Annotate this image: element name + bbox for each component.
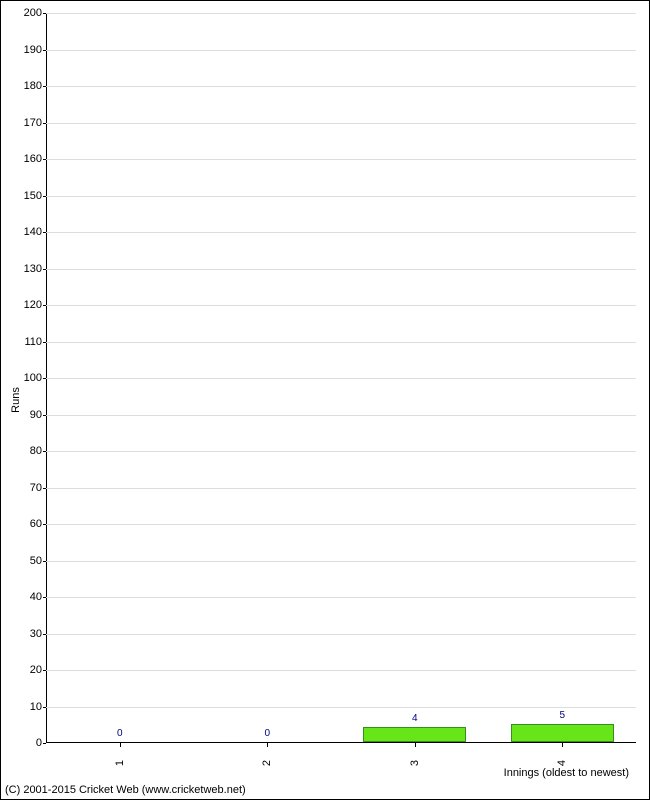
ytick-mark xyxy=(43,524,46,525)
ytick-mark xyxy=(43,232,46,233)
gridline xyxy=(46,597,636,598)
xtick-label: 4 xyxy=(556,760,568,766)
ytick-mark xyxy=(43,305,46,306)
bar xyxy=(511,724,614,742)
x-axis-label: Innings (oldest to newest) xyxy=(504,767,629,779)
gridline xyxy=(46,13,636,14)
ytick-mark xyxy=(43,670,46,671)
ytick-mark xyxy=(43,86,46,87)
ytick-mark xyxy=(43,50,46,51)
ytick-mark xyxy=(43,597,46,598)
gridline xyxy=(46,50,636,51)
bar xyxy=(363,727,466,742)
ytick-label: 10 xyxy=(30,701,42,713)
ytick-mark xyxy=(43,378,46,379)
ytick-label: 130 xyxy=(24,263,42,275)
ytick-label: 40 xyxy=(30,591,42,603)
ytick-label: 110 xyxy=(24,336,42,348)
gridline xyxy=(46,634,636,635)
y-axis-label: Runs xyxy=(10,387,22,413)
xtick-label: 2 xyxy=(261,760,273,766)
ytick-mark xyxy=(43,707,46,708)
plot-area: 0102030405060708090100110120130140150160… xyxy=(46,13,636,743)
ytick-label: 170 xyxy=(24,117,42,129)
ytick-mark xyxy=(43,743,46,744)
ytick-mark xyxy=(43,451,46,452)
gridline xyxy=(46,342,636,343)
xtick-label: 3 xyxy=(409,760,421,766)
ytick-label: 200 xyxy=(24,7,42,19)
ytick-mark xyxy=(43,415,46,416)
ytick-mark xyxy=(43,342,46,343)
ytick-label: 80 xyxy=(30,445,42,457)
xtick-label: 1 xyxy=(114,760,126,766)
ytick-label: 160 xyxy=(24,153,42,165)
ytick-label: 60 xyxy=(30,518,42,530)
ytick-mark xyxy=(43,488,46,489)
ytick-label: 20 xyxy=(30,664,42,676)
gridline xyxy=(46,670,636,671)
ytick-mark xyxy=(43,561,46,562)
xtick-mark xyxy=(562,743,563,747)
gridline xyxy=(46,451,636,452)
gridline xyxy=(46,123,636,124)
chart-frame: Runs 01020304050607080901001101201301401… xyxy=(0,0,650,800)
bar-value-label: 4 xyxy=(412,713,418,724)
gridline xyxy=(46,561,636,562)
bar-value-label: 0 xyxy=(264,728,270,739)
ytick-label: 140 xyxy=(24,226,42,238)
ytick-mark xyxy=(43,269,46,270)
ytick-label: 50 xyxy=(30,555,42,567)
bar-value-label: 5 xyxy=(559,710,565,721)
gridline xyxy=(46,488,636,489)
xtick-mark xyxy=(120,743,121,747)
gridline xyxy=(46,305,636,306)
ytick-mark xyxy=(43,13,46,14)
ytick-label: 150 xyxy=(24,190,42,202)
ytick-label: 70 xyxy=(30,482,42,494)
ytick-label: 180 xyxy=(24,80,42,92)
ytick-label: 0 xyxy=(36,737,42,749)
gridline xyxy=(46,269,636,270)
gridline xyxy=(46,415,636,416)
ytick-mark xyxy=(43,196,46,197)
gridline xyxy=(46,196,636,197)
gridline xyxy=(46,524,636,525)
copyright-text: (C) 2001-2015 Cricket Web (www.cricketwe… xyxy=(5,784,246,796)
gridline xyxy=(46,378,636,379)
gridline xyxy=(46,707,636,708)
ytick-label: 190 xyxy=(24,44,42,56)
xtick-mark xyxy=(267,743,268,747)
ytick-mark xyxy=(43,123,46,124)
ytick-label: 120 xyxy=(24,299,42,311)
gridline xyxy=(46,232,636,233)
gridline xyxy=(46,86,636,87)
ytick-mark xyxy=(43,634,46,635)
gridline xyxy=(46,159,636,160)
bar-value-label: 0 xyxy=(117,728,123,739)
ytick-mark xyxy=(43,159,46,160)
x-axis-line xyxy=(46,742,636,743)
xtick-mark xyxy=(415,743,416,747)
ytick-label: 30 xyxy=(30,628,42,640)
ytick-label: 100 xyxy=(24,372,42,384)
ytick-label: 90 xyxy=(30,409,42,421)
